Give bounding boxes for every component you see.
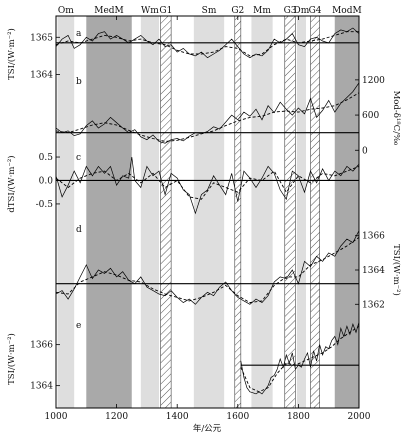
period-label-ModM: ModM — [332, 6, 362, 16]
panel-c: -0.5 0.0 0.5 dTSI/(W·m⁻²) c — [6, 153, 360, 215]
panel-letter-d: d — [76, 225, 82, 235]
x-axis: 1000 1200 1400 1600 1800 2000 — [45, 16, 371, 422]
y-tick-label-d-1362: 1362 — [362, 300, 385, 310]
period-label-G4: G4 — [309, 6, 322, 16]
panels: 1364 1365 TSI/(W·m⁻²) a 0 600 1200 Mod-δ¹⁸C/‰ b -… — [6, 27, 402, 395]
panel-letter-b: b — [76, 77, 82, 87]
period-label-Wm: Wm — [141, 6, 159, 16]
period-band-MedM — [86, 16, 132, 408]
series-d-dashed — [55, 237, 360, 304]
period-band-G3 — [284, 15, 296, 409]
period-label-Om: Om — [58, 6, 74, 16]
y-axis-label-e: TSI/(W·m⁻²) — [6, 333, 17, 385]
x-tick-label-1800: 1800 — [287, 412, 310, 422]
period-band-ModM — [334, 16, 359, 408]
y-tick-label-b-600: 600 — [362, 111, 379, 121]
y-axis-label-c: dTSI/(W·m⁻²) — [6, 155, 17, 212]
y-tick-label-d-1366: 1366 — [362, 232, 385, 242]
panel-d: 1362 1364 1366 TSI/(W·m⁻²) d — [55, 225, 402, 310]
y-tick-label-c--0.5: -0.5 — [36, 200, 54, 210]
period-band-G4 — [310, 15, 320, 409]
period-label-G3: G3 — [284, 6, 297, 16]
period-band-Wm — [140, 16, 160, 408]
panel-e: 1364 1366 TSI/(W·m⁻²) e — [6, 321, 360, 395]
series-e-dashed — [240, 325, 360, 393]
y-tick-label-c-0.5: 0.5 — [39, 153, 54, 163]
x-axis-label: 年/公元 — [193, 423, 222, 434]
y-tick-label-b-1200: 1200 — [362, 76, 385, 86]
y-axis-label-a: TSI/(W·m⁻²) — [6, 28, 17, 80]
period-label-Dm: Dm — [294, 6, 310, 16]
x-tick-label-2000: 2000 — [348, 412, 371, 422]
y-tick-label-c-0: 0.0 — [39, 176, 54, 186]
period-label-Mm: Mm — [253, 6, 271, 16]
period-bands — [57, 15, 359, 409]
y-axis-label-b: Mod-δ¹⁸C/‰ — [391, 91, 401, 146]
x-tick-label-1600: 1600 — [226, 412, 249, 422]
period-band-G1 — [160, 15, 172, 409]
y-tick-label-e-1366: 1366 — [30, 341, 53, 351]
series-b-solid — [55, 82, 360, 144]
panel-a: 1364 1365 TSI/(W·m⁻²) a — [6, 27, 360, 80]
y-tick-label-d-1364: 1364 — [362, 266, 385, 276]
period-band-Dm — [296, 16, 306, 408]
series-d-solid — [55, 230, 360, 305]
plot-frame — [55, 15, 360, 409]
period-label-MedM: MedM — [94, 6, 124, 16]
plot-border — [55, 15, 360, 409]
series-c-solid — [55, 156, 360, 215]
x-tick-label-1000: 1000 — [45, 412, 68, 422]
panel-b: 0 600 1200 Mod-δ¹⁸C/‰ b — [55, 76, 401, 156]
series-c-dashed — [55, 165, 360, 200]
y-tick-label-b-0: 0 — [362, 146, 368, 156]
series-b-dashed — [55, 92, 360, 142]
y-tick-label-a-1365: 1365 — [30, 33, 53, 43]
panel-letter-e: e — [76, 321, 81, 331]
series-a-dashed — [55, 31, 359, 57]
period-band-Sm — [193, 16, 225, 408]
panel-letter-a: a — [76, 29, 82, 39]
panel-letter-c: c — [76, 153, 81, 163]
period-label-Sm: Sm — [202, 6, 217, 16]
series-e-solid — [240, 322, 360, 395]
x-tick-label-1200: 1200 — [105, 412, 128, 422]
x-tick-label-1400: 1400 — [166, 412, 189, 422]
period-band-Mm — [251, 16, 273, 408]
y-axis-label-d: TSI/(W·m⁻²) — [391, 244, 402, 296]
period-label-G2: G2 — [231, 6, 244, 16]
period-label-G1: G1 — [159, 6, 172, 16]
y-tick-label-a-1364: 1364 — [30, 70, 53, 80]
period-band-Om — [57, 16, 75, 408]
y-tick-label-e-1364: 1364 — [30, 382, 53, 392]
period-band-G2 — [234, 15, 242, 409]
